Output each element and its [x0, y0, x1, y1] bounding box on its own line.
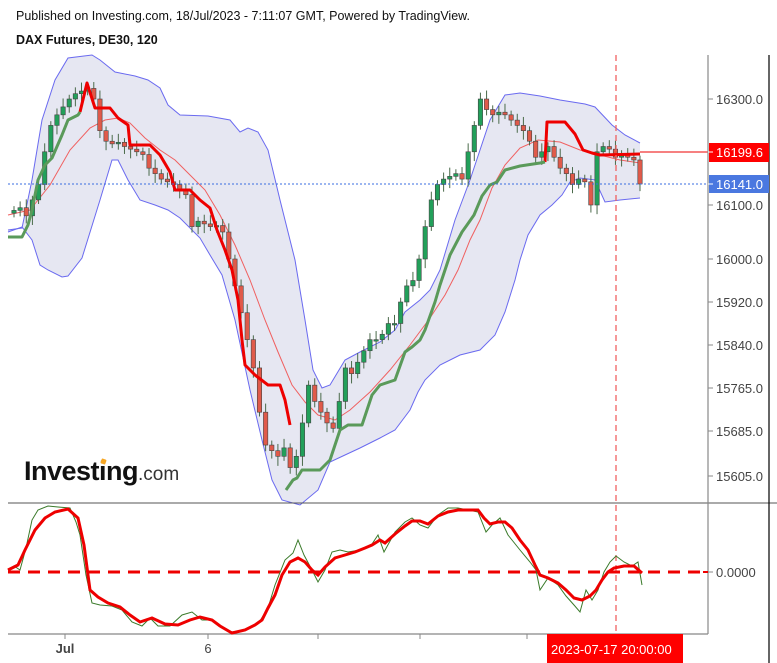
oscillator-fast-line: [7, 505, 643, 633]
price-tick-label: 15840.0: [716, 338, 763, 353]
bollinger-band-fill: [8, 55, 640, 505]
price-tick-label: 15605.0: [716, 469, 763, 484]
oscillator-pane[interactable]: 0.0000: [7, 505, 756, 635]
published-caption: Published on Investing.com, 18/Jul/2023 …: [16, 9, 470, 23]
price-tick-label: 16100.0: [716, 198, 763, 213]
candlesticks: [11, 82, 643, 476]
chart-title: DAX Futures, DE30, 120: [16, 33, 158, 47]
price-tick-label: 16300.0: [716, 92, 763, 107]
bollinger-lower-line: [7, 159, 641, 506]
osc-zero-label: 0.0000: [716, 565, 756, 580]
cursor-time-tag: 2023-07-17 20:00:00: [547, 634, 683, 663]
price-tick-label: 16000.0: [716, 252, 763, 267]
time-tick-label: 6: [204, 641, 211, 656]
trailing-stop-red-2: [543, 120, 641, 163]
last-price-tag: 16141.0: [708, 175, 769, 193]
price-tick-label: 15765.0: [716, 381, 763, 396]
oscillator-signal-line: [7, 507, 643, 635]
price-axis[interactable]: 16300.0 16100.0 16000.0 15920.0 15840.0 15765…: [708, 92, 763, 484]
price-tick-label: 15920.0: [716, 295, 763, 310]
indicator-level-tag: 16199.6: [708, 143, 769, 162]
main-price-pane[interactable]: [7, 54, 708, 506]
time-tick-label: Jul: [56, 641, 75, 656]
svg-text:16199.6: 16199.6: [716, 145, 763, 160]
trailing-stop-green-1: [8, 111, 82, 239]
svg-text:16141.0: 16141.0: [716, 177, 763, 192]
bollinger-upper-line: [7, 54, 641, 389]
svg-text:2023-07-17 20:00:00: 2023-07-17 20:00:00: [551, 642, 672, 657]
time-axis[interactable]: Jul 6: [56, 634, 528, 656]
trailing-stop-red-1: [78, 81, 292, 426]
investing-logo: Investing.com: [24, 456, 180, 486]
price-tick-label: 15685.0: [716, 424, 763, 439]
